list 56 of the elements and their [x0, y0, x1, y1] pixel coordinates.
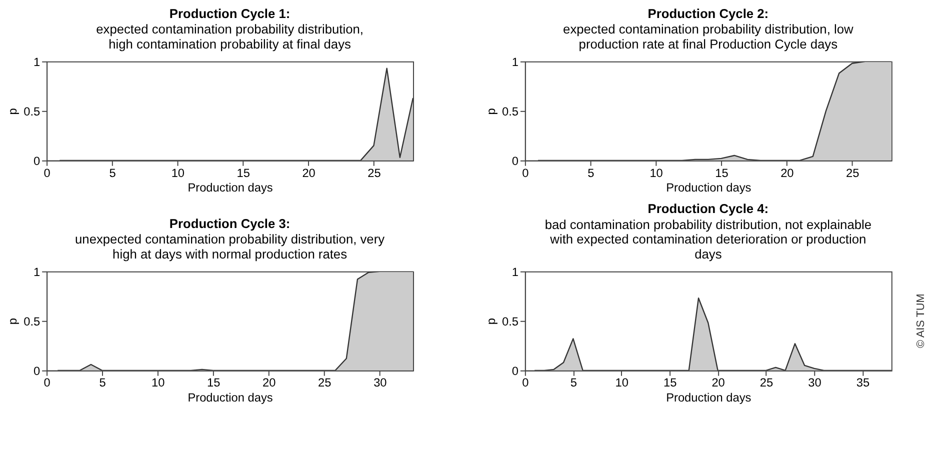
chart-title: Production Cycle 2: — [648, 6, 769, 21]
x-tick-label: 15 — [207, 376, 221, 390]
x-axis-title: Production days — [666, 390, 752, 405]
x-tick-label: 25 — [846, 166, 860, 180]
x-tick-label: 20 — [262, 376, 276, 390]
y-tick-label: 0 — [512, 364, 519, 378]
x-axis-title: Production days — [188, 390, 273, 405]
x-tick-label: 15 — [715, 166, 729, 180]
y-tick-label: 0 — [34, 364, 41, 378]
x-tick-label: 5 — [588, 166, 595, 180]
x-axis-title: Production days — [666, 180, 752, 195]
x-tick-label: 0 — [44, 166, 51, 180]
chart-subtitle: bad contamination probability distribution, not explainable with expected contamination deterioration or production days — [544, 216, 872, 262]
x-tick-label: 25 — [760, 376, 774, 390]
x-tick-label: 10 — [171, 166, 185, 180]
y-axis-title: p — [484, 108, 498, 115]
chart-subtitle: expected contamination probability distribution, high contamination probability at final days — [96, 22, 364, 52]
y-tick-label: 0.5 — [24, 314, 40, 328]
x-tick-label: 10 — [615, 376, 629, 390]
y-tick-label: 1 — [34, 54, 41, 69]
x-tick-label: 30 — [808, 376, 822, 390]
y-tick-label: 0.5 — [502, 104, 519, 118]
x-tick-label: 20 — [302, 166, 316, 180]
x-tick-label: 10 — [650, 166, 664, 180]
text: © AIS TUM — [915, 294, 928, 348]
y-tick-label: 0.5 — [24, 104, 40, 118]
x-tick-label: 5 — [109, 166, 116, 180]
chart-title: Production Cycle 4: — [648, 200, 769, 216]
y-axis-title: p — [6, 108, 20, 115]
x-tick-label: 25 — [318, 376, 332, 390]
x-tick-label: 5 — [99, 376, 106, 390]
y-tick-label: 1 — [34, 264, 41, 279]
y-axis-title: p — [484, 318, 498, 325]
x-tick-label: 20 — [780, 166, 794, 180]
x-tick-label: 35 — [856, 376, 870, 390]
chart-subtitle: unexpected contamination probability distribution, very high at days with normal production rates — [75, 232, 386, 262]
y-axis-title: p — [6, 318, 20, 325]
x-tick-label: 25 — [368, 166, 382, 180]
chart-subtitle: expected contamination probability distribution, low production rate at final Production Cycle days — [563, 22, 854, 52]
chart-title: Production Cycle 1: — [169, 6, 290, 21]
chart-title: Production Cycle 3: — [169, 216, 290, 231]
x-axis-title: Production days — [188, 180, 273, 195]
x-tick-label: 30 — [374, 376, 388, 390]
y-tick-label: 1 — [512, 264, 519, 279]
y-tick-label: 0.5 — [502, 314, 519, 328]
x-tick-label: 5 — [570, 376, 578, 390]
x-tick-label: 0 — [522, 376, 530, 390]
x-tick-label: 0 — [522, 166, 530, 180]
y-tick-label: 0 — [34, 154, 41, 168]
x-tick-label: 15 — [663, 376, 678, 390]
x-tick-label: 10 — [151, 376, 166, 390]
y-tick-label: 0 — [512, 154, 519, 168]
x-tick-label: 15 — [236, 166, 250, 180]
x-tick-label: 0 — [44, 376, 51, 390]
x-tick-label: 20 — [712, 376, 726, 390]
y-tick-label: 1 — [512, 54, 519, 69]
